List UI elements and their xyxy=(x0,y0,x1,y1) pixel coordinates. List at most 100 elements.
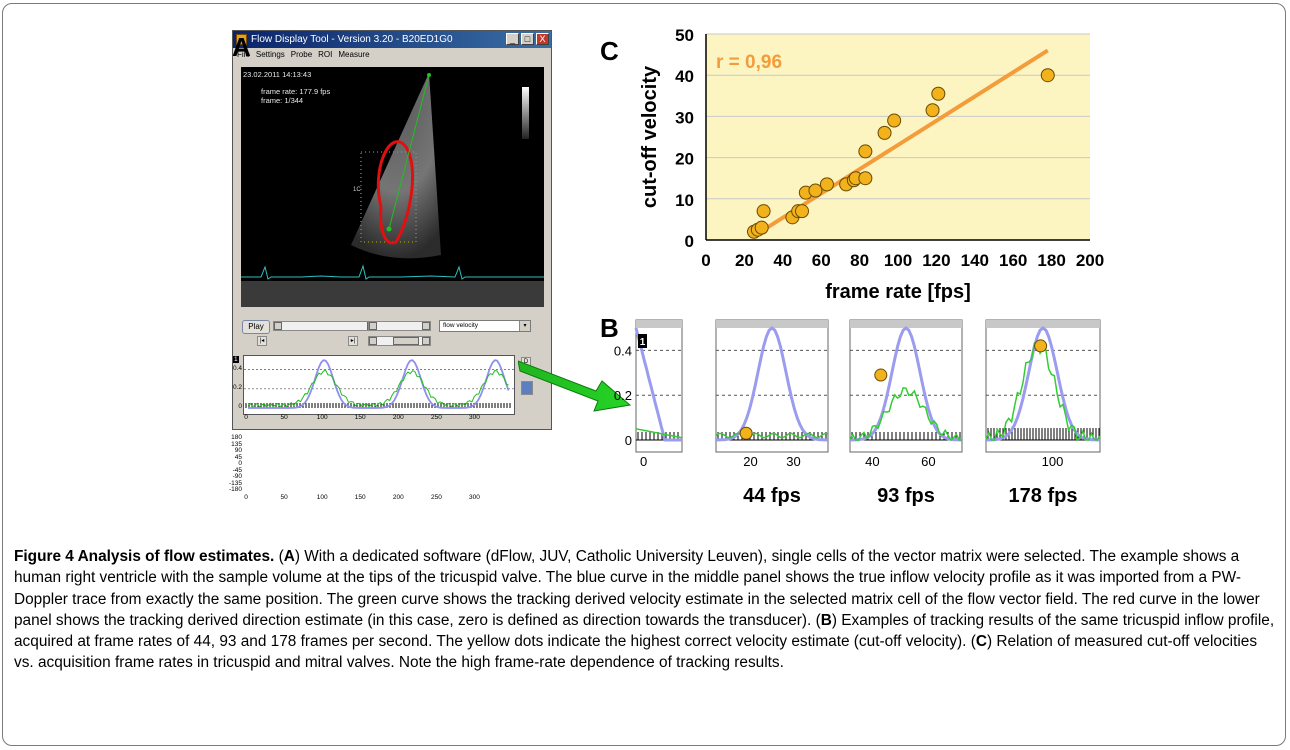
range-slider[interactable] xyxy=(368,336,431,346)
velocity-plot xyxy=(243,355,515,415)
slider-thumb-end[interactable] xyxy=(422,337,430,345)
frame-counter: frame: 1/344 xyxy=(261,96,304,105)
correlation-annotation: r = 0,96 xyxy=(716,52,782,73)
data-point xyxy=(931,86,946,101)
frame-rate-text: frame rate: 177.9 fps xyxy=(261,87,331,96)
x-tick-label: 0 xyxy=(640,454,647,469)
display-mode-select[interactable]: flow velocity ▾ xyxy=(439,320,531,332)
y-tick-label: -90 xyxy=(232,473,242,480)
x-tick-label: 150 xyxy=(354,494,366,501)
data-point xyxy=(756,204,771,219)
data-point xyxy=(877,125,892,140)
frame-rate-label: 178 fps xyxy=(1009,485,1078,507)
figure-caption: Figure 4 Analysis of flow estimates. (A)… xyxy=(14,546,1276,674)
cutoff-dot xyxy=(874,368,888,382)
close-button[interactable]: X xyxy=(536,33,549,45)
panel-header xyxy=(636,320,682,328)
slider-thumb[interactable] xyxy=(274,322,282,330)
panel-label-b: B xyxy=(600,313,619,343)
data-point xyxy=(808,183,823,198)
marker-box xyxy=(638,334,647,348)
caption-panel-ref: A xyxy=(283,548,295,565)
slider-thumb-mid[interactable] xyxy=(393,337,419,345)
side-button-select[interactable] xyxy=(521,381,533,395)
roi-slider[interactable] xyxy=(368,321,431,331)
x-tick-label: 200 xyxy=(392,494,404,501)
panel-header xyxy=(986,320,1100,328)
y-tick-label: 40 xyxy=(675,67,694,86)
slider-thumb[interactable] xyxy=(369,322,377,330)
y-tick-label: -45 xyxy=(232,466,242,474)
tracking-panel: 100 178 fps xyxy=(985,319,1101,507)
y-tick-label: 135 xyxy=(231,440,242,448)
menu-roi[interactable]: ROI xyxy=(318,50,333,59)
menu-settings[interactable]: Settings xyxy=(255,50,285,59)
x-tick-label: 140 xyxy=(961,251,989,270)
menubar: File Settings Probe ROI Measure xyxy=(233,48,551,61)
app-icon xyxy=(236,34,247,45)
software-window: Flow Display Tool - Version 3.20 - B20ED… xyxy=(232,30,552,430)
caption-text: (A) With a dedicated software (dFlow, JU… xyxy=(14,548,1275,672)
x-tick-label: 250 xyxy=(430,414,442,421)
scatter-chart: 0 10 20 30 40 50 0 20 40 60 80 100 120 140 160 180 200 r … xyxy=(639,26,1104,303)
play-button[interactable]: Play xyxy=(242,320,270,334)
x-tick-label: 0 xyxy=(701,251,710,270)
panel-frame xyxy=(849,319,963,453)
x-tick-label: 250 xyxy=(430,494,442,501)
y-tick-label: 45 xyxy=(234,453,242,461)
x-tick-label: 100 xyxy=(884,251,912,270)
data-point xyxy=(795,204,809,219)
y-tick-label: 0 xyxy=(238,403,242,410)
x-tick-label: 0 xyxy=(244,414,248,421)
cutoff-dot xyxy=(739,426,753,440)
x-tick-label: 100 xyxy=(316,414,328,421)
y-tick-label: 50 xyxy=(675,26,694,45)
data-point xyxy=(819,177,834,192)
y-tick-label: 90 xyxy=(234,447,242,454)
y-tick-label: 0.2 xyxy=(232,383,242,391)
step-back-button[interactable]: |◂ xyxy=(257,336,267,346)
timestamp: 23.02.2011 14:13:43 xyxy=(243,70,312,79)
x-tick-label: 40 xyxy=(773,251,792,270)
y-tick-label: 10 xyxy=(675,191,694,210)
plot-background xyxy=(706,34,1090,240)
x-tick-label: 30 xyxy=(786,454,800,469)
data-point xyxy=(887,113,902,128)
true-velocity-curve xyxy=(248,359,510,409)
caption-title: Figure 4 Analysis of flow estimates. xyxy=(14,548,275,565)
x-tick-label: 50 xyxy=(280,414,288,421)
marker-label: 1 xyxy=(233,356,239,363)
x-tick-label: 180 xyxy=(1037,251,1065,270)
true-velocity-curve xyxy=(634,327,682,442)
data-point xyxy=(858,171,873,186)
step-forward-button[interactable]: ▸| xyxy=(348,336,358,346)
menu-file[interactable]: File xyxy=(237,50,250,59)
panel-header xyxy=(850,320,962,328)
x-tick-label: 60 xyxy=(812,251,831,270)
x-tick-label: 300 xyxy=(469,494,480,501)
caption-panel-ref: B xyxy=(820,611,832,629)
menu-probe[interactable]: Probe xyxy=(290,50,313,59)
x-tick-label: 100 xyxy=(1042,454,1064,469)
x-tick-label: 40 xyxy=(865,454,879,469)
y-tick-label: 0 xyxy=(625,433,632,448)
data-point xyxy=(858,144,873,159)
y-tick-label: 0 xyxy=(685,232,694,251)
y-axis-title: cut-off velocity xyxy=(639,65,661,208)
chevron-down-icon[interactable]: ▾ xyxy=(519,321,530,331)
minimize-button[interactable]: _ xyxy=(506,33,519,45)
svg-text:1C: 1C xyxy=(353,187,361,193)
echo-image: 23.02.2011 14:13:43 frame rate: 177.9 fp… xyxy=(241,67,544,279)
data-point xyxy=(925,103,940,118)
frame-slider[interactable] xyxy=(273,321,376,331)
tracked-velocity-curve xyxy=(635,428,683,439)
panel-label-a: A xyxy=(232,32,251,62)
menu-measure[interactable]: Measure xyxy=(338,50,370,59)
maximize-button[interactable]: □ xyxy=(521,33,534,45)
ultrasound-sector: 1C xyxy=(351,73,529,259)
slider-thumb-end[interactable] xyxy=(422,322,430,330)
true-velocity-curve xyxy=(715,326,829,442)
slider-thumb[interactable] xyxy=(369,337,377,345)
x-tick-label: 200 xyxy=(1076,251,1104,270)
y-tick-label: 0.2 xyxy=(614,388,632,403)
